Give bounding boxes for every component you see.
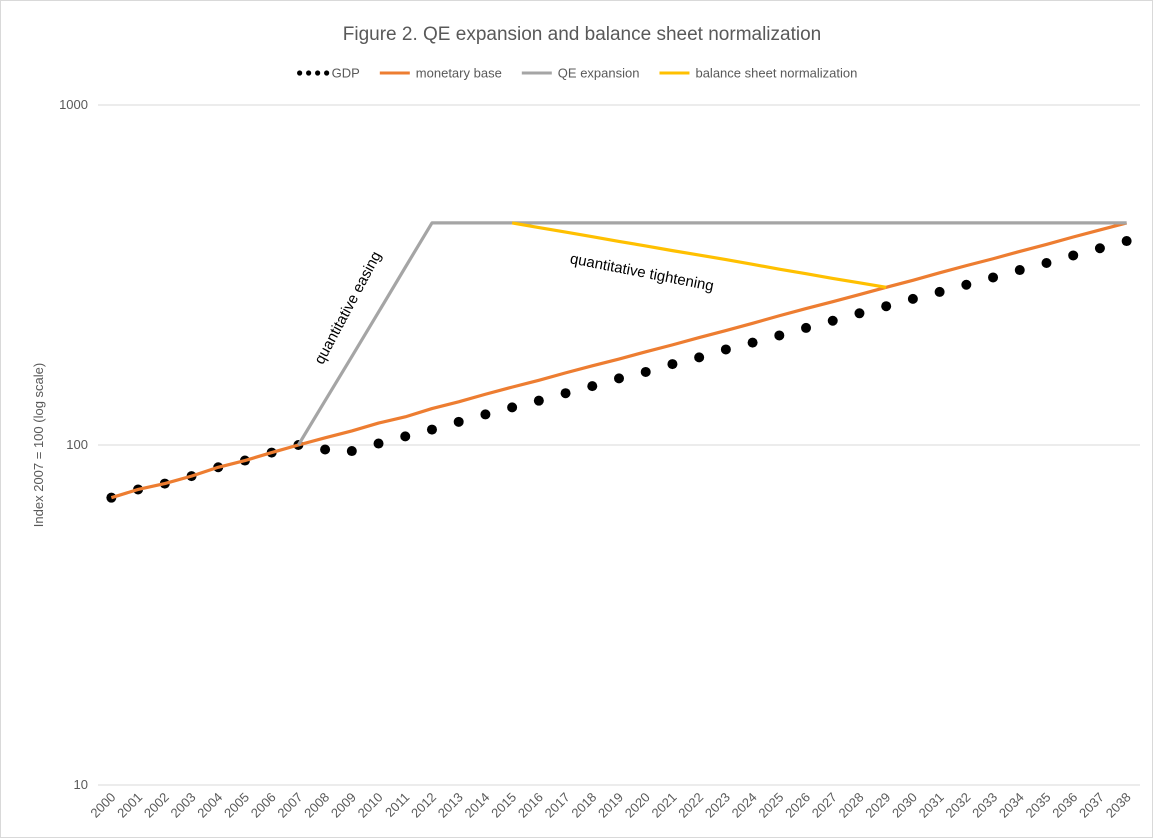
legend-item: monetary base [379, 66, 502, 81]
data-point [801, 322, 812, 333]
legend-label: QE expansion [558, 66, 640, 81]
series-line [110, 221, 1128, 500]
data-point [400, 431, 411, 442]
data-point [747, 337, 758, 348]
data-point [988, 272, 999, 283]
data-point [1121, 236, 1132, 247]
data-point [640, 366, 651, 377]
data-point [480, 409, 491, 420]
data-point [774, 330, 785, 341]
legend-swatch [324, 70, 330, 76]
data-point [453, 416, 464, 427]
data-point [614, 373, 624, 384]
data-point [1094, 243, 1105, 254]
data-point [934, 286, 945, 297]
legend-item: QE expansion [521, 66, 640, 81]
legend-swatch [306, 70, 312, 76]
y-tick-label: 1000 [59, 97, 88, 112]
y-axis-label: Index 2007 = 100 (log scale) [31, 363, 46, 527]
legend-swatch [297, 70, 303, 76]
data-point [667, 359, 678, 370]
data-point [507, 402, 518, 413]
data-point [560, 388, 571, 399]
data-point [373, 438, 384, 449]
legend-label: GDP [332, 66, 360, 81]
data-point [1014, 265, 1025, 276]
y-tick-label: 10 [74, 777, 88, 792]
legend-swatch [315, 70, 321, 76]
data-point [533, 395, 544, 406]
legend-item: balance sheet normalization [659, 66, 857, 81]
data-point [346, 446, 357, 457]
data-point [720, 344, 731, 355]
data-point [907, 293, 918, 304]
legend-item: GDP [297, 66, 360, 81]
data-point [587, 381, 598, 392]
legend: GDP monetary base QE expansion balance shee… [297, 66, 857, 81]
data-point [1068, 250, 1079, 261]
legend-label: monetary base [416, 66, 502, 81]
data-point [1041, 258, 1052, 268]
data-point [854, 308, 865, 319]
data-point [827, 315, 838, 326]
chart-title: Figure 2. QE expansion and balance sheet… [343, 24, 821, 45]
legend-label: balance sheet normalization [695, 66, 857, 81]
data-point [320, 444, 331, 455]
y-tick-label: 100 [66, 437, 88, 452]
data-point [426, 424, 437, 435]
data-point [881, 301, 892, 312]
series-line [511, 221, 887, 289]
data-point [694, 352, 705, 363]
series-line [297, 221, 1127, 446]
data-point [961, 279, 972, 290]
